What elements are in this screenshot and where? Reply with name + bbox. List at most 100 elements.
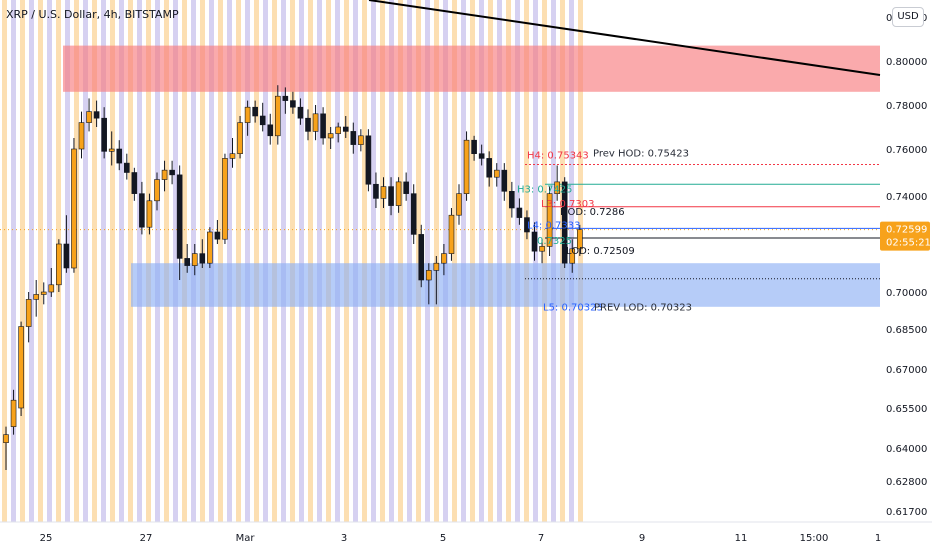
- candle-body: [358, 135, 364, 145]
- price-tick-label: 0.76000: [886, 145, 927, 156]
- session-band: [254, 0, 259, 522]
- session-band: [155, 0, 160, 522]
- candle-body: [471, 139, 477, 154]
- level-label: 0.7325: [537, 236, 572, 247]
- candle-body: [531, 231, 538, 252]
- time-axis[interactable]: 25 27 Mar 3 5 7 9 11 15:00 1: [0, 521, 932, 544]
- level-label: Prev HOD: 0.75423: [593, 149, 689, 160]
- session-band: [83, 0, 88, 522]
- level-label: H4: 0.75343: [527, 151, 589, 162]
- candle-body: [290, 100, 296, 108]
- session-band: [380, 0, 385, 522]
- price-tick-label: 0.70000: [886, 288, 927, 299]
- time-tick-label: 11: [735, 533, 748, 544]
- candle-body: [78, 122, 85, 150]
- price-tick-label: 0.67000: [886, 365, 927, 376]
- price-tick-label: 0.61700: [886, 507, 927, 518]
- candle-body: [395, 181, 402, 206]
- candle-body: [456, 193, 462, 216]
- downtrend-line: [368, 0, 881, 76]
- candle-body: [199, 253, 206, 264]
- candle-body: [222, 158, 228, 240]
- session-band: [506, 0, 511, 522]
- candle-body: [252, 106, 258, 117]
- level-label: LOD: 0.72509: [566, 246, 635, 257]
- price-axis[interactable]: 0.61700 0.62800 0.64000 0.65500 0.67000 0.685…: [886, 13, 927, 518]
- session-band: [326, 0, 331, 522]
- candle-body: [71, 148, 77, 269]
- session-band: [299, 0, 304, 522]
- candle-body: [418, 234, 425, 281]
- candle-body: [10, 399, 17, 427]
- session-band: [389, 0, 394, 522]
- candle-body: [86, 111, 92, 123]
- candle-body: [403, 181, 409, 194]
- session-band: [281, 0, 286, 522]
- price-tick-label: 0.62800: [886, 477, 927, 488]
- session-band: [38, 0, 43, 522]
- session-band: [272, 0, 277, 522]
- session-band: [425, 0, 430, 522]
- last-price-marker: 0.72599 02:55:21: [880, 221, 931, 251]
- session-band: [461, 0, 466, 522]
- candle-body: [108, 148, 115, 152]
- price-tick-label: 0.74000: [886, 192, 927, 203]
- session-band: [92, 0, 97, 522]
- currency-button[interactable]: USD: [892, 7, 924, 27]
- session-band: [227, 0, 232, 522]
- candle-body: [161, 169, 168, 180]
- session-band: [551, 0, 556, 522]
- candle-body: [342, 126, 349, 132]
- session-band: [317, 0, 322, 522]
- candle-body: [297, 106, 304, 119]
- session-band: [290, 0, 295, 522]
- price-tick-label: 0.78000: [886, 101, 927, 112]
- session-band: [146, 0, 151, 522]
- candle-body: [312, 113, 319, 132]
- session-band: [164, 0, 169, 522]
- level-label: L5: 0.70323: [543, 302, 603, 313]
- candle-body: [365, 135, 372, 185]
- candle-body: [524, 217, 530, 233]
- time-tick-label: 25: [40, 533, 53, 544]
- trendline[interactable]: [368, 0, 881, 76]
- session-band: [488, 0, 493, 522]
- session-band: [578, 0, 583, 522]
- candle-body: [274, 95, 281, 137]
- candle-body: [25, 299, 32, 327]
- time-tick-label: 15:00: [800, 533, 829, 544]
- candle-body: [131, 172, 138, 194]
- candle-body: [576, 229, 583, 250]
- session-band: [452, 0, 457, 522]
- candle-body: [425, 270, 432, 281]
- resistance-zone: [63, 45, 880, 92]
- candle-body: [3, 434, 9, 443]
- candle-body: [441, 253, 447, 264]
- session-band: [128, 0, 133, 522]
- level-label: H3: 0.7425: [517, 184, 572, 195]
- session-band: [173, 0, 178, 522]
- candle-body: [56, 243, 62, 286]
- candle-body: [509, 191, 515, 209]
- session-band: [218, 0, 223, 522]
- candle-body: [282, 95, 289, 101]
- candle-body: [48, 284, 55, 293]
- candle-body: [169, 169, 175, 176]
- candle-body: [207, 231, 213, 264]
- candle-body: [259, 115, 266, 126]
- level-lines: [0, 164, 880, 280]
- candle-body: [116, 148, 123, 164]
- session-band: [20, 0, 25, 522]
- session-band: [335, 0, 340, 522]
- time-tick-label: 1: [875, 533, 881, 544]
- candle-body: [327, 133, 334, 139]
- time-tick-label: 3: [341, 533, 347, 544]
- session-band: [398, 0, 403, 522]
- candlesticks: [3, 85, 583, 470]
- session-band: [344, 0, 349, 522]
- candle-body: [433, 262, 440, 271]
- session-band: [542, 0, 547, 522]
- candle-body: [214, 231, 221, 240]
